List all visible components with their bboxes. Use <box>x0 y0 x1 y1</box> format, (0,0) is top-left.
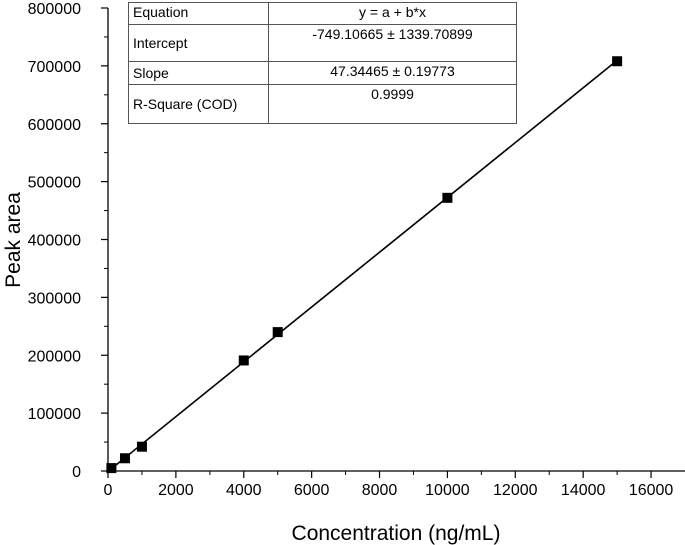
y-tick-label: 500000 <box>28 175 81 192</box>
y-tick-label: 0 <box>72 464 81 481</box>
x-tick-label: 10000 <box>425 482 470 499</box>
y-tick-label: 100000 <box>28 406 81 423</box>
x-tick-label: 0 <box>104 482 113 499</box>
y-tick-label: 300000 <box>28 290 81 307</box>
data-point <box>238 355 249 366</box>
fit-results-table: Equation y = a + b*x Intercept -749.1066… <box>128 2 517 124</box>
data-point <box>612 56 623 67</box>
x-tick-label: 6000 <box>294 482 330 499</box>
x-tick-label: 16000 <box>629 482 674 499</box>
data-points <box>106 56 623 474</box>
y-tick-label: 200000 <box>28 348 81 365</box>
fit-key-intercept: Intercept <box>128 24 269 62</box>
fit-value-r-square: 0.9999 <box>268 84 517 124</box>
fit-value-slope: 47.34465 ± 0.19773 <box>268 61 517 85</box>
fit-key-slope: Slope <box>128 61 269 85</box>
x-tick-label: 4000 <box>226 482 262 499</box>
fit-value-equation: y = a + b*x <box>268 2 517 25</box>
fit-line-group <box>110 59 618 470</box>
x-axis-title: Concentration (ng/mL) <box>292 522 501 545</box>
data-point <box>119 453 130 464</box>
y-axis-title: Peak area <box>2 192 25 288</box>
data-point <box>272 327 283 338</box>
x-tick-label: 2000 <box>158 482 194 499</box>
y-tick-label: 800000 <box>28 1 81 18</box>
fit-line <box>110 59 618 470</box>
fit-table-row: Slope 47.34465 ± 0.19773 <box>128 61 517 85</box>
data-point <box>442 192 453 203</box>
x-tick-label: 8000 <box>362 482 398 499</box>
fit-key-equation: Equation <box>128 2 269 25</box>
data-point <box>106 463 117 474</box>
fit-table-row: Intercept -749.10665 ± 1339.70899 <box>128 24 517 62</box>
y-tick-label: 700000 <box>28 59 81 76</box>
y-tick-label: 400000 <box>28 233 81 250</box>
tick-labels: 0 2000 4000 6000 8000 10000 12000 14000 16000 0 10… <box>28 1 674 499</box>
x-tick-label: 14000 <box>561 482 606 499</box>
fit-table-row: R-Square (COD) 0.9999 <box>128 84 517 124</box>
fit-table-row: Equation y = a + b*x <box>128 2 517 25</box>
tick-marks <box>101 7 652 478</box>
fit-key-r-square: R-Square (COD) <box>128 84 269 124</box>
x-tick-label: 12000 <box>493 482 538 499</box>
fit-value-intercept: -749.10665 ± 1339.70899 <box>268 24 517 62</box>
data-point <box>136 441 147 452</box>
y-tick-label: 600000 <box>28 117 81 134</box>
